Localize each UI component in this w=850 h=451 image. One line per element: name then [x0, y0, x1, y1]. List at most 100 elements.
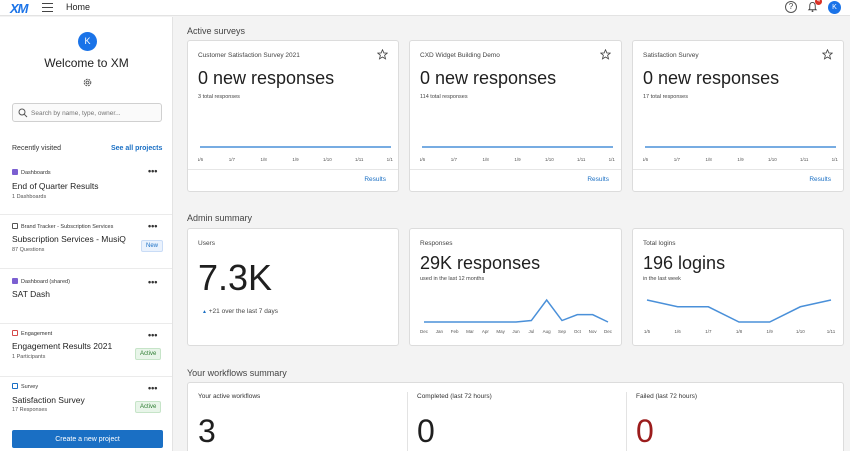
more-options-button[interactable]: •••: [148, 383, 158, 393]
item-type: Engagement: [21, 331, 53, 337]
more-options-button[interactable]: •••: [148, 330, 158, 340]
new-responses-value: 0 new responses: [643, 68, 780, 88]
item-type: Brand Tracker - Subscription Services: [21, 224, 114, 230]
failed-workflows-value: 0: [636, 413, 654, 449]
page-title: Home: [66, 2, 91, 12]
list-item[interactable]: Engagement ••• Engagement Results 2021 1…: [0, 324, 172, 377]
search-input[interactable]: [31, 106, 159, 120]
tick-label: Aug: [543, 329, 552, 334]
star-icon[interactable]: [822, 49, 833, 60]
failed-workflows-label: Failed (last 72 hours): [636, 393, 698, 400]
gear-icon[interactable]: [82, 77, 93, 88]
divider: [626, 392, 627, 451]
new-responses-value: 0 new responses: [198, 68, 335, 88]
divider: [407, 392, 408, 451]
create-project-button[interactable]: Create a new project: [12, 430, 163, 448]
series-line: [646, 299, 832, 323]
avatar: K: [78, 32, 97, 51]
see-all-projects-link[interactable]: See all projects: [111, 145, 163, 152]
users-label: Users: [198, 240, 215, 247]
admin-summary-heading: Admin summary: [187, 213, 253, 223]
tick-label: 1/6: [675, 329, 682, 334]
tick-label: Nov: [589, 329, 598, 334]
response-sparkline: 1/6 1/7 1/8 1/9 1/10 1/11 1/12: [198, 146, 393, 162]
new-responses-value: 0 new responses: [420, 68, 557, 88]
tick-label: 1/9: [767, 329, 774, 334]
users-card: Users 7.3K ▲ +21 over the last 7 days: [187, 228, 399, 346]
users-delta: +21 over the last 7 days: [208, 308, 278, 315]
avatar[interactable]: K: [828, 1, 841, 14]
tick-label: 1/8: [261, 157, 268, 162]
survey-name: Satisfaction Survey: [643, 52, 699, 59]
completed-workflows-label: Completed (last 72 hours): [417, 393, 492, 400]
top-bar: XM Home ? 4 K: [0, 0, 850, 16]
list-item[interactable]: Survey ••• Satisfaction Survey 17 Respon…: [0, 377, 172, 422]
item-type: Dashboards: [21, 170, 51, 176]
tick-label: 1/9: [292, 157, 299, 162]
sidebar: K Welcome to XM Recently visited See all…: [0, 17, 173, 451]
tick-label: Dec: [604, 329, 613, 334]
tick-label: 1/11: [827, 329, 836, 334]
tick-label: Feb: [451, 329, 459, 334]
tick-label: Jan: [436, 329, 444, 334]
survey-card[interactable]: Satisfaction Survey 0 new responses 17 t…: [632, 40, 844, 192]
item-type: Survey: [21, 384, 39, 390]
completed-workflows-value: 0: [417, 413, 435, 449]
tick-label: 1/10: [796, 329, 805, 334]
xm-logo[interactable]: XM: [10, 1, 28, 16]
logins-value: 196 logins: [643, 253, 726, 273]
users-value: 7.3K: [198, 257, 273, 298]
dashboard-icon: [12, 169, 18, 175]
star-icon[interactable]: [600, 49, 611, 60]
item-title: SAT Dash: [12, 289, 50, 299]
help-icon[interactable]: ?: [785, 1, 797, 13]
survey-name: CXD Widget Building Demo: [420, 52, 500, 59]
survey-card[interactable]: Customer Satisfaction Survey 2021 0 new …: [187, 40, 399, 192]
active-workflows-value: 3: [198, 413, 216, 449]
list-item[interactable]: Dashboards ••• End of Quarter Results 1 …: [0, 160, 172, 215]
up-arrow-icon: ▲: [202, 309, 207, 315]
tick-label: Dec: [420, 329, 429, 334]
results-link[interactable]: Results: [809, 176, 831, 183]
more-options-button[interactable]: •••: [148, 221, 158, 231]
response-sparkline: 1/6 1/7 1/8 1/9 1/10 1/11 1/12: [420, 146, 615, 162]
tick-label: Mar: [466, 329, 474, 334]
item-subtitle: 17 Responses: [12, 407, 48, 413]
bell-icon[interactable]: [807, 1, 818, 13]
series-line: [424, 298, 609, 323]
tick-label: Jul: [528, 329, 534, 334]
tick-label: 1/11: [800, 157, 809, 162]
tick-label: 1/9: [514, 157, 521, 162]
tick-label: 1/7: [229, 157, 236, 162]
more-options-button[interactable]: •••: [148, 277, 158, 287]
brand-tracker-icon: [12, 223, 18, 229]
results-link[interactable]: Results: [587, 176, 609, 183]
tick-label: 1/5: [644, 329, 651, 334]
item-title: Engagement Results 2021: [12, 341, 113, 351]
list-item[interactable]: Dashboard (shared) ••• SAT Dash: [0, 269, 172, 324]
tick-label: 1/12: [832, 157, 838, 162]
item-title: Satisfaction Survey: [12, 395, 85, 405]
list-item[interactable]: Brand Tracker - Subscription Services ••…: [0, 215, 172, 269]
tick-label: 1/6: [198, 157, 204, 162]
logins-card: Total logins 196 logins in the last week…: [632, 228, 844, 346]
total-responses: 3 total responses: [198, 94, 240, 100]
tick-label: 1/7: [674, 157, 681, 162]
item-title: Subscription Services - MusiQ: [12, 234, 126, 244]
status-badge: New: [141, 240, 164, 252]
status-badge: Active: [135, 401, 162, 413]
survey-name: Customer Satisfaction Survey 2021: [198, 52, 300, 59]
notification-badge: 4: [815, 0, 822, 5]
survey-icon: [12, 383, 18, 389]
logins-period: in the last week: [643, 276, 681, 282]
star-icon[interactable]: [377, 49, 388, 60]
results-link[interactable]: Results: [364, 176, 386, 183]
item-subtitle: 1 Participants: [12, 354, 46, 360]
more-options-button[interactable]: •••: [148, 166, 158, 176]
responses-chart: Dec Jan Feb Mar Apr May Jun Jul Aug Sep Oct Nov Dec: [420, 298, 613, 334]
tick-label: 1/10: [545, 157, 554, 162]
tick-label: 1/11: [577, 157, 586, 162]
menu-icon[interactable]: [42, 3, 53, 12]
survey-card[interactable]: CXD Widget Building Demo 0 new responses…: [409, 40, 622, 192]
total-responses: 114 total responses: [420, 94, 468, 100]
